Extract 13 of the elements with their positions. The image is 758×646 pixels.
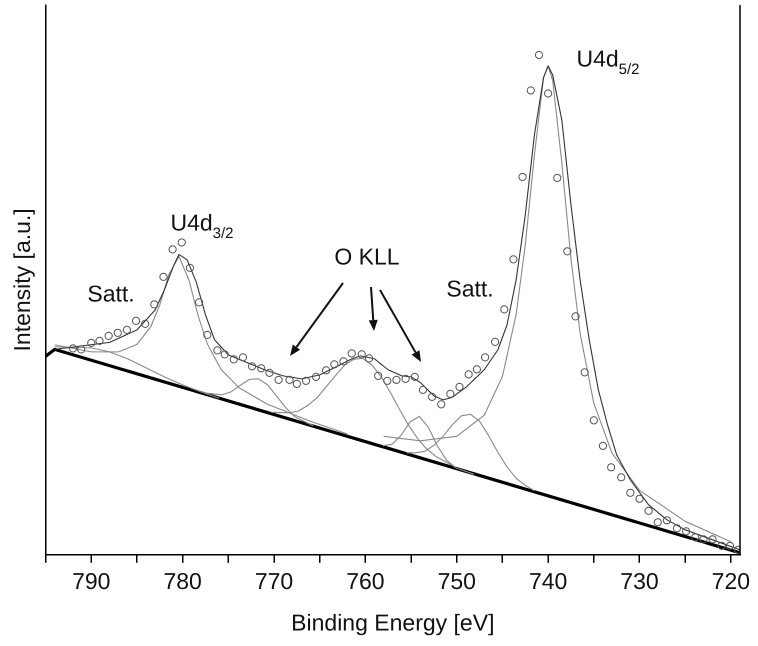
annotation: O KLL — [334, 243, 400, 270]
x-tick-label: 760 — [346, 568, 385, 594]
x-tick-label: 780 — [163, 568, 202, 594]
x-tick-label: 740 — [528, 568, 568, 594]
y-axis-title: Intensity [a.u.] — [9, 208, 36, 352]
annotation: Satt. — [446, 275, 494, 302]
x-tick-label: 720 — [712, 568, 750, 594]
x-tick-label: 730 — [620, 568, 659, 594]
x-axis-title: Binding Energy [eV] — [291, 610, 494, 636]
x-tick-label: 770 — [254, 568, 294, 594]
annotation: Satt. — [87, 280, 135, 306]
x-tick-label: 750 — [438, 568, 476, 594]
x-tick-label: 790 — [72, 568, 110, 594]
